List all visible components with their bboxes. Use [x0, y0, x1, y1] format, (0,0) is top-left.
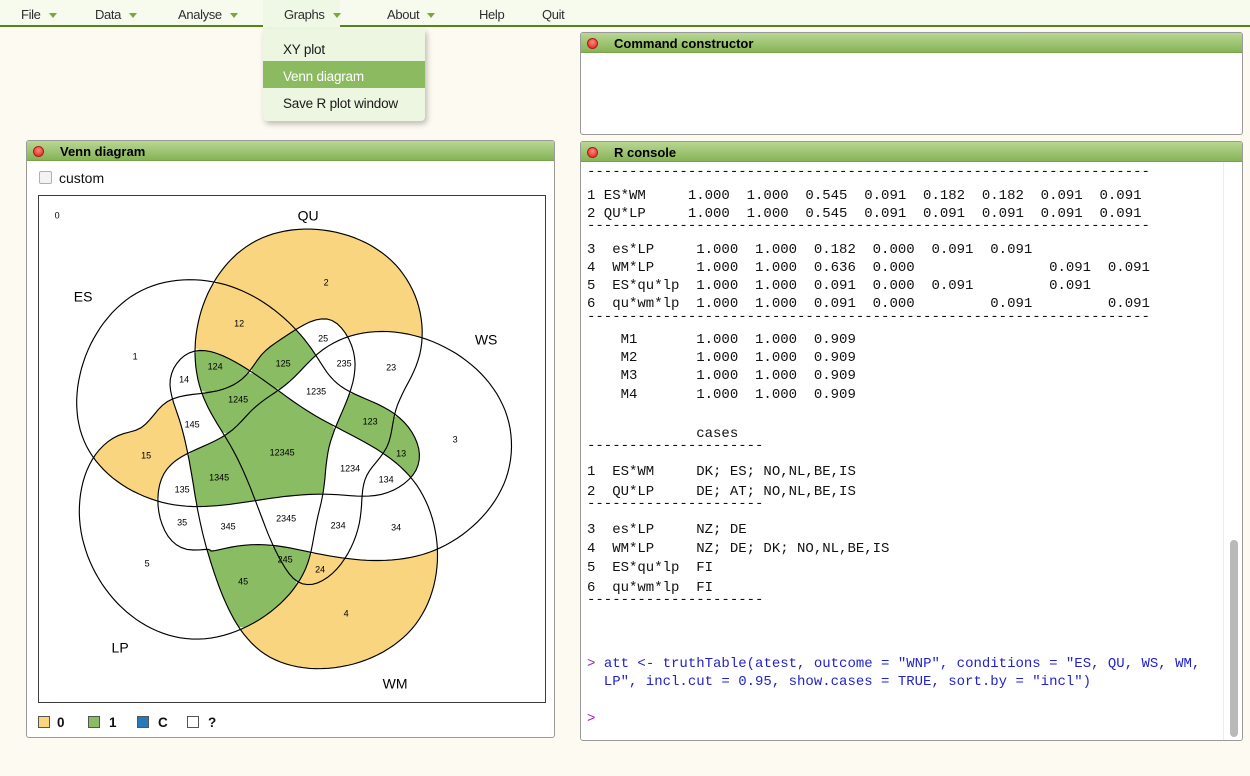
svg-text:35: 35: [177, 518, 187, 528]
svg-text:234: 234: [331, 521, 346, 531]
svg-text:12: 12: [234, 319, 244, 329]
svg-text:QU: QU: [298, 208, 319, 224]
svg-text:45: 45: [238, 577, 248, 587]
svg-text:145: 145: [185, 420, 200, 430]
svg-text:13: 13: [396, 449, 406, 459]
svg-text:15: 15: [141, 451, 151, 461]
svg-text:3: 3: [453, 435, 458, 445]
svg-text:1235: 1235: [306, 387, 326, 397]
svg-text:1245: 1245: [228, 395, 248, 405]
svg-text:345: 345: [221, 522, 236, 532]
svg-text:2345: 2345: [276, 514, 296, 524]
svg-text:4: 4: [344, 609, 349, 619]
svg-text:WM: WM: [383, 676, 408, 692]
svg-text:2: 2: [324, 278, 329, 288]
svg-text:123: 123: [363, 417, 378, 427]
svg-text:LP: LP: [112, 640, 129, 656]
svg-text:1234: 1234: [340, 464, 360, 474]
svg-text:0: 0: [55, 211, 60, 221]
svg-text:14: 14: [179, 375, 189, 385]
svg-text:135: 135: [175, 485, 190, 495]
svg-text:1345: 1345: [209, 473, 229, 483]
svg-text:23: 23: [386, 363, 396, 373]
svg-text:134: 134: [379, 475, 394, 485]
svg-text:WS: WS: [475, 332, 498, 348]
svg-text:124: 124: [208, 362, 223, 372]
svg-text:25: 25: [318, 334, 328, 344]
svg-text:24: 24: [315, 565, 325, 575]
svg-text:ES: ES: [74, 289, 93, 305]
svg-text:12345: 12345: [270, 448, 295, 458]
svg-text:1: 1: [133, 352, 138, 362]
svg-text:34: 34: [391, 523, 401, 533]
svg-text:245: 245: [278, 555, 293, 565]
svg-text:125: 125: [276, 359, 291, 369]
svg-text:235: 235: [337, 359, 352, 369]
svg-text:5: 5: [145, 559, 150, 569]
